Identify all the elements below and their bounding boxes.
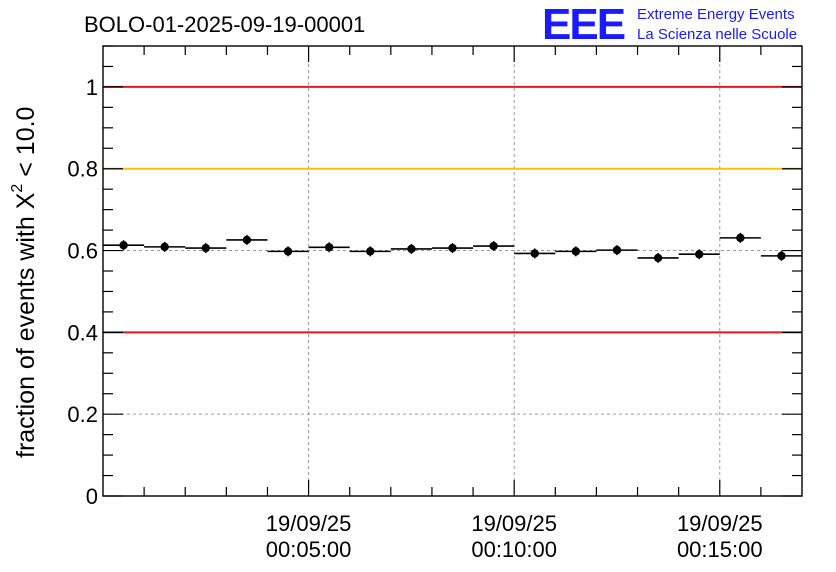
data-point-marker-9 [489, 241, 498, 251]
x-tick-label-date-1: 19/09/25 [471, 511, 557, 536]
data-point-9 [473, 241, 515, 252]
y-axis-label: fraction of events with X2 < 10.0 [9, 107, 40, 458]
data-point-marker-15 [736, 233, 745, 243]
y-tick-labels: 0 0.2 0.4 0.6 0.8 1 [67, 75, 98, 509]
data-point-marker-3 [242, 235, 252, 245]
x-tick-label-time-0: 00:05:00 [266, 537, 352, 562]
eee-logo-mark: EEE [542, 0, 625, 49]
y-axis-label-main: fraction of events with X [12, 192, 40, 458]
data-point-1 [144, 241, 186, 252]
y-axis-label-superscript: 2 [9, 184, 26, 193]
eee-logo: EEE Extreme Energy Events La Scienza nel… [542, 0, 797, 49]
data-point-7 [390, 243, 432, 254]
data-point-marker-0 [119, 241, 128, 250]
data-point-11 [555, 246, 597, 257]
data-point-16 [760, 250, 802, 261]
data-point-marker-2 [201, 243, 210, 253]
y-tick-label-3: 0.6 [67, 239, 98, 264]
eee-logo-line2: La Scienza nelle Scuole [637, 26, 797, 43]
data-point-marker-5 [324, 243, 334, 252]
chart-title: BOLO-01-2025-09-19-00001 [84, 12, 365, 37]
y-axis-label-tail: < 10.0 [12, 107, 40, 184]
y-tick-label-5: 1 [86, 75, 98, 100]
data-point-marker-13 [653, 253, 663, 263]
data-points [103, 232, 802, 263]
data-point-8 [431, 243, 474, 254]
data-point-marker-16 [777, 251, 786, 261]
data-point-3 [226, 234, 268, 245]
data-point-2 [185, 243, 227, 254]
x-tick-label-time-1: 00:10:00 [471, 537, 557, 562]
data-point-marker-1 [160, 242, 169, 252]
data-point-6 [349, 246, 391, 257]
x-tick-label-date-2: 19/09/25 [677, 511, 763, 536]
data-point-marker-10 [530, 249, 539, 258]
y-tick-label-1: 0.2 [67, 402, 98, 427]
data-point-0 [103, 240, 145, 251]
data-point-14 [678, 249, 720, 260]
data-point-marker-8 [448, 243, 457, 253]
data-point-marker-7 [407, 244, 416, 254]
data-point-15 [719, 232, 761, 243]
x-tick-label-date-0: 19/09/25 [266, 511, 352, 536]
eee-logo-line1: Extreme Energy Events [637, 6, 795, 23]
data-point-13 [637, 252, 679, 263]
data-point-marker-11 [571, 247, 581, 256]
y-tick-label-4: 0.8 [67, 157, 98, 182]
x-tick-labels: 19/09/2500:05:0019/09/2500:10:0019/09/25… [266, 511, 763, 562]
data-point-marker-14 [695, 250, 704, 259]
y-tick-label-2: 0.4 [67, 320, 98, 345]
data-point-12 [596, 245, 638, 256]
x-tick-label-time-2: 00:15:00 [677, 537, 763, 562]
data-point-4 [267, 246, 309, 257]
data-point-marker-6 [366, 247, 375, 256]
data-point-marker-4 [283, 247, 293, 256]
data-point-10 [514, 248, 556, 259]
y-tick-label-0: 0 [86, 484, 98, 509]
data-point-5 [308, 242, 350, 253]
reference-lines [103, 85, 802, 334]
axes [102, 45, 803, 497]
data-point-marker-12 [612, 245, 622, 255]
